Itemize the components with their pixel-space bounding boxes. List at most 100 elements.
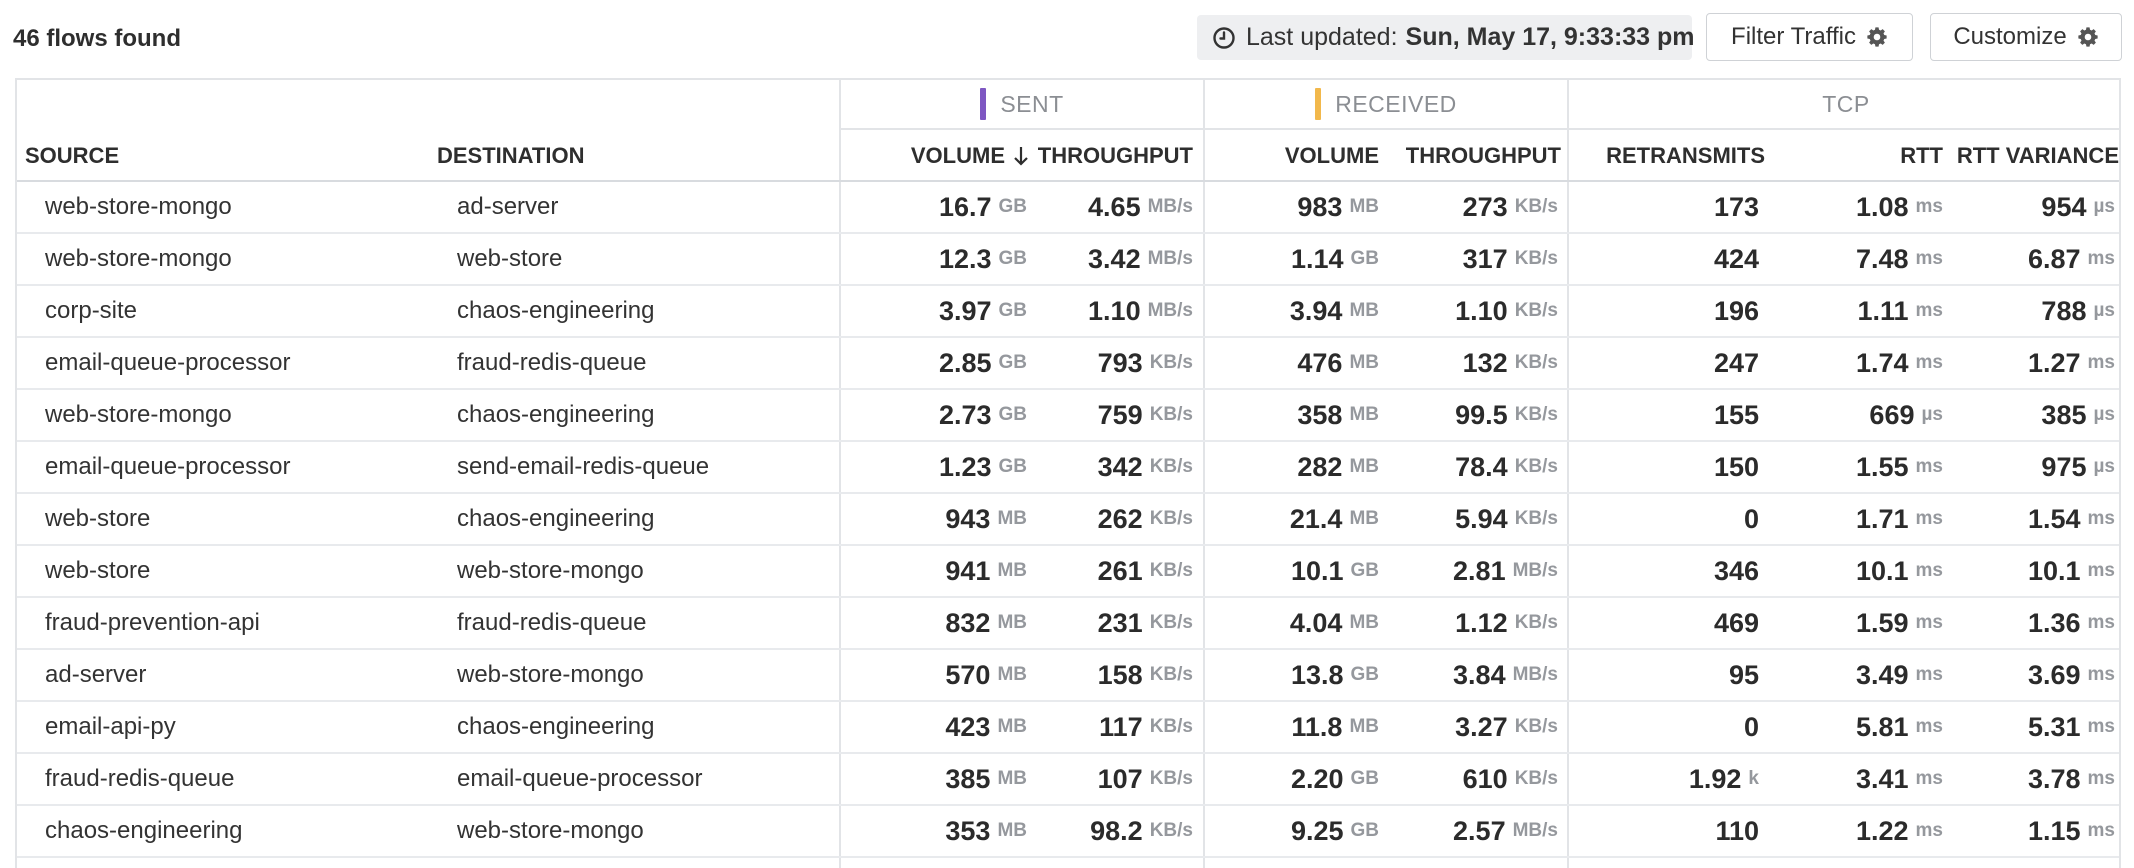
- col-sent-volume[interactable]: VOLUME: [841, 130, 1029, 182]
- customize-label: Customize: [1953, 23, 2067, 50]
- value: 10.1: [1290, 555, 1344, 586]
- value: 12.3: [938, 243, 992, 274]
- table-row[interactable]: fraud-redis-queue email-queue-processor 38…: [17, 754, 2119, 806]
- value: 132: [1462, 347, 1508, 378]
- value: 273: [1462, 191, 1508, 222]
- gear-icon: [1866, 26, 1888, 48]
- sent-volume-cell: 16.7 GB: [841, 182, 1027, 232]
- rtt-variance-cell: 5.31 ms: [1943, 702, 2119, 752]
- col-received-volume[interactable]: VOLUME: [1284, 143, 1379, 168]
- received-volume-cell: 21.4 MB: [1205, 494, 1379, 544]
- rtt-cell: 1.71 ms: [1765, 494, 1943, 544]
- sent-throughput-cell: 1.10 MB/s: [1029, 286, 1203, 336]
- source-cell: fraud-prevention-api: [45, 609, 260, 636]
- unit: KB/s: [1514, 300, 1558, 321]
- customize-button[interactable]: Customize: [1930, 13, 2122, 61]
- group-received-label: RECEIVED: [1335, 90, 1457, 117]
- unit: MB: [997, 716, 1027, 737]
- table-row[interactable]: chaos-engineering web-store-mongo 353 MB 98.…: [17, 806, 2119, 858]
- rtt-variance-cell: 975 µs: [1943, 442, 2119, 492]
- col-retransmits[interactable]: RETRANSMITS: [1606, 143, 1765, 168]
- col-destination[interactable]: DESTINATION: [437, 143, 585, 168]
- table-row[interactable]: email-queue-processor send-email-redis-qu…: [17, 442, 2119, 494]
- destination-cell: fraud-redis-queue: [457, 349, 647, 376]
- col-received-throughput[interactable]: THROUGHPUT: [1405, 143, 1561, 168]
- source-cell: corp-site: [45, 297, 138, 324]
- column-header-row: SOURCE DESTINATION VOLUME THROUGHPUT VOL…: [17, 130, 2119, 182]
- unit: KB/s: [1514, 196, 1558, 217]
- table-row[interactable]: web-store web-store-mongo 941 MB 261 KB/s 10.1…: [17, 546, 2119, 598]
- value: 1.12: [1455, 607, 1508, 638]
- col-rtt-variance[interactable]: RTT VARIANCE: [1956, 143, 2119, 168]
- value: 1.10: [1455, 295, 1508, 326]
- unit: µs: [2093, 196, 2115, 217]
- rtt-cell: 1.22 ms: [1765, 806, 1943, 856]
- table-row[interactable]: corp-site chaos-engineering 3.97 GB 1.10 MB/s…: [17, 286, 2119, 338]
- sent-throughput-cell: 262 KB/s: [1029, 494, 1203, 544]
- value: 7.48: [1855, 243, 1909, 274]
- value: 3.49: [1855, 659, 1909, 690]
- unit: ms: [1915, 716, 1943, 737]
- sent-volume-cell: 353 MB: [841, 806, 1027, 856]
- unit: KB/s: [1514, 404, 1558, 425]
- unit: ms: [2087, 664, 2115, 685]
- value: 975: [2041, 451, 2087, 482]
- destination-cell: web-store-mongo: [457, 661, 644, 688]
- unit: KB/s: [1514, 716, 1558, 737]
- unit: ms: [2087, 612, 2115, 633]
- table-row[interactable]: ad-server web-store-mongo 570 MB 158 KB/s 13.8…: [17, 650, 2119, 702]
- table-row[interactable]: web-store chaos-engineering 943 MB 262 KB/s 21…: [17, 494, 2119, 546]
- received-volume-cell: 3.94 MB: [1205, 286, 1379, 336]
- unit: MB/s: [1147, 300, 1193, 321]
- received-volume-cell: 282 MB: [1205, 442, 1379, 492]
- unit: ms: [1915, 196, 1943, 217]
- col-source[interactable]: SOURCE: [25, 143, 120, 168]
- rtt-cell: 3.49 ms: [1765, 650, 1943, 700]
- unit: ms: [1915, 820, 1943, 841]
- value: 346: [1713, 555, 1759, 586]
- sent-throughput-cell: 117 KB/s: [1029, 702, 1203, 752]
- unit: KB/s: [1149, 768, 1193, 789]
- value: 5.94: [1455, 503, 1508, 534]
- value: 1.55: [1855, 451, 1909, 482]
- filter-traffic-button[interactable]: Filter Traffic: [1706, 13, 1913, 61]
- table-row[interactable]: email-api-py chaos-engineering 423 MB 117 KB/…: [17, 702, 2119, 754]
- unit: ms: [1915, 352, 1943, 373]
- group-tcp-label: TCP: [1822, 90, 1870, 117]
- col-sent-throughput[interactable]: THROUGHPUT: [1037, 143, 1193, 168]
- table-row[interactable]: web-store-mongo web-store 12.3 GB 3.42 MB/s 1.…: [17, 234, 2119, 286]
- table-row[interactable]: fraud-prevention-api fraud-redis-queue 832…: [17, 598, 2119, 650]
- unit: ms: [1915, 508, 1943, 529]
- received-throughput-cell: 1.10 KB/s: [1379, 286, 1563, 336]
- unit: KB/s: [1149, 820, 1193, 841]
- value: 2.20: [1290, 763, 1344, 794]
- table-row[interactable]: email-queue-processor fraud-redis-queue 2.…: [17, 338, 2119, 390]
- value: 117: [1099, 711, 1143, 742]
- value: 1.27: [2027, 347, 2081, 378]
- received-volume-cell: 13.8 GB: [1205, 650, 1379, 700]
- value: 21.4: [1289, 503, 1343, 534]
- clock-icon: [1212, 26, 1236, 50]
- unit: KB/s: [1149, 456, 1193, 477]
- sent-volume-cell: 832 MB: [841, 598, 1027, 648]
- received-throughput-cell: 3.27 KB/s: [1379, 702, 1563, 752]
- unit: ms: [1915, 664, 1943, 685]
- table-row[interactable]: web-store-mongo chaos-engineering 2.73 GB 75…: [17, 390, 2119, 442]
- col-rtt[interactable]: RTT: [1900, 143, 1943, 168]
- value: 2.81: [1453, 555, 1506, 586]
- sent-throughput-cell: 231 KB/s: [1029, 598, 1203, 648]
- value: 9.25: [1290, 815, 1344, 846]
- last-updated-value: Sun, May 17, 9:33:33 pm: [1405, 23, 1695, 51]
- value: 342: [1097, 451, 1143, 482]
- value: 4.65: [1088, 191, 1141, 222]
- rtt-cell: 1.74 ms: [1765, 338, 1943, 388]
- sent-throughput-cell: 261 KB/s: [1029, 546, 1203, 596]
- value: 150: [1713, 451, 1759, 482]
- destination-cell: chaos-engineering: [457, 297, 655, 324]
- value: 3.97: [938, 295, 992, 326]
- col-sent-volume-label: VOLUME: [910, 143, 1005, 168]
- table-row[interactable]: web-store-mongo ad-server 16.7 GB 4.65 MB/s 98…: [17, 182, 2119, 234]
- unit: GB: [998, 404, 1028, 425]
- unit: ms: [1915, 560, 1943, 581]
- unit: KB/s: [1149, 560, 1193, 581]
